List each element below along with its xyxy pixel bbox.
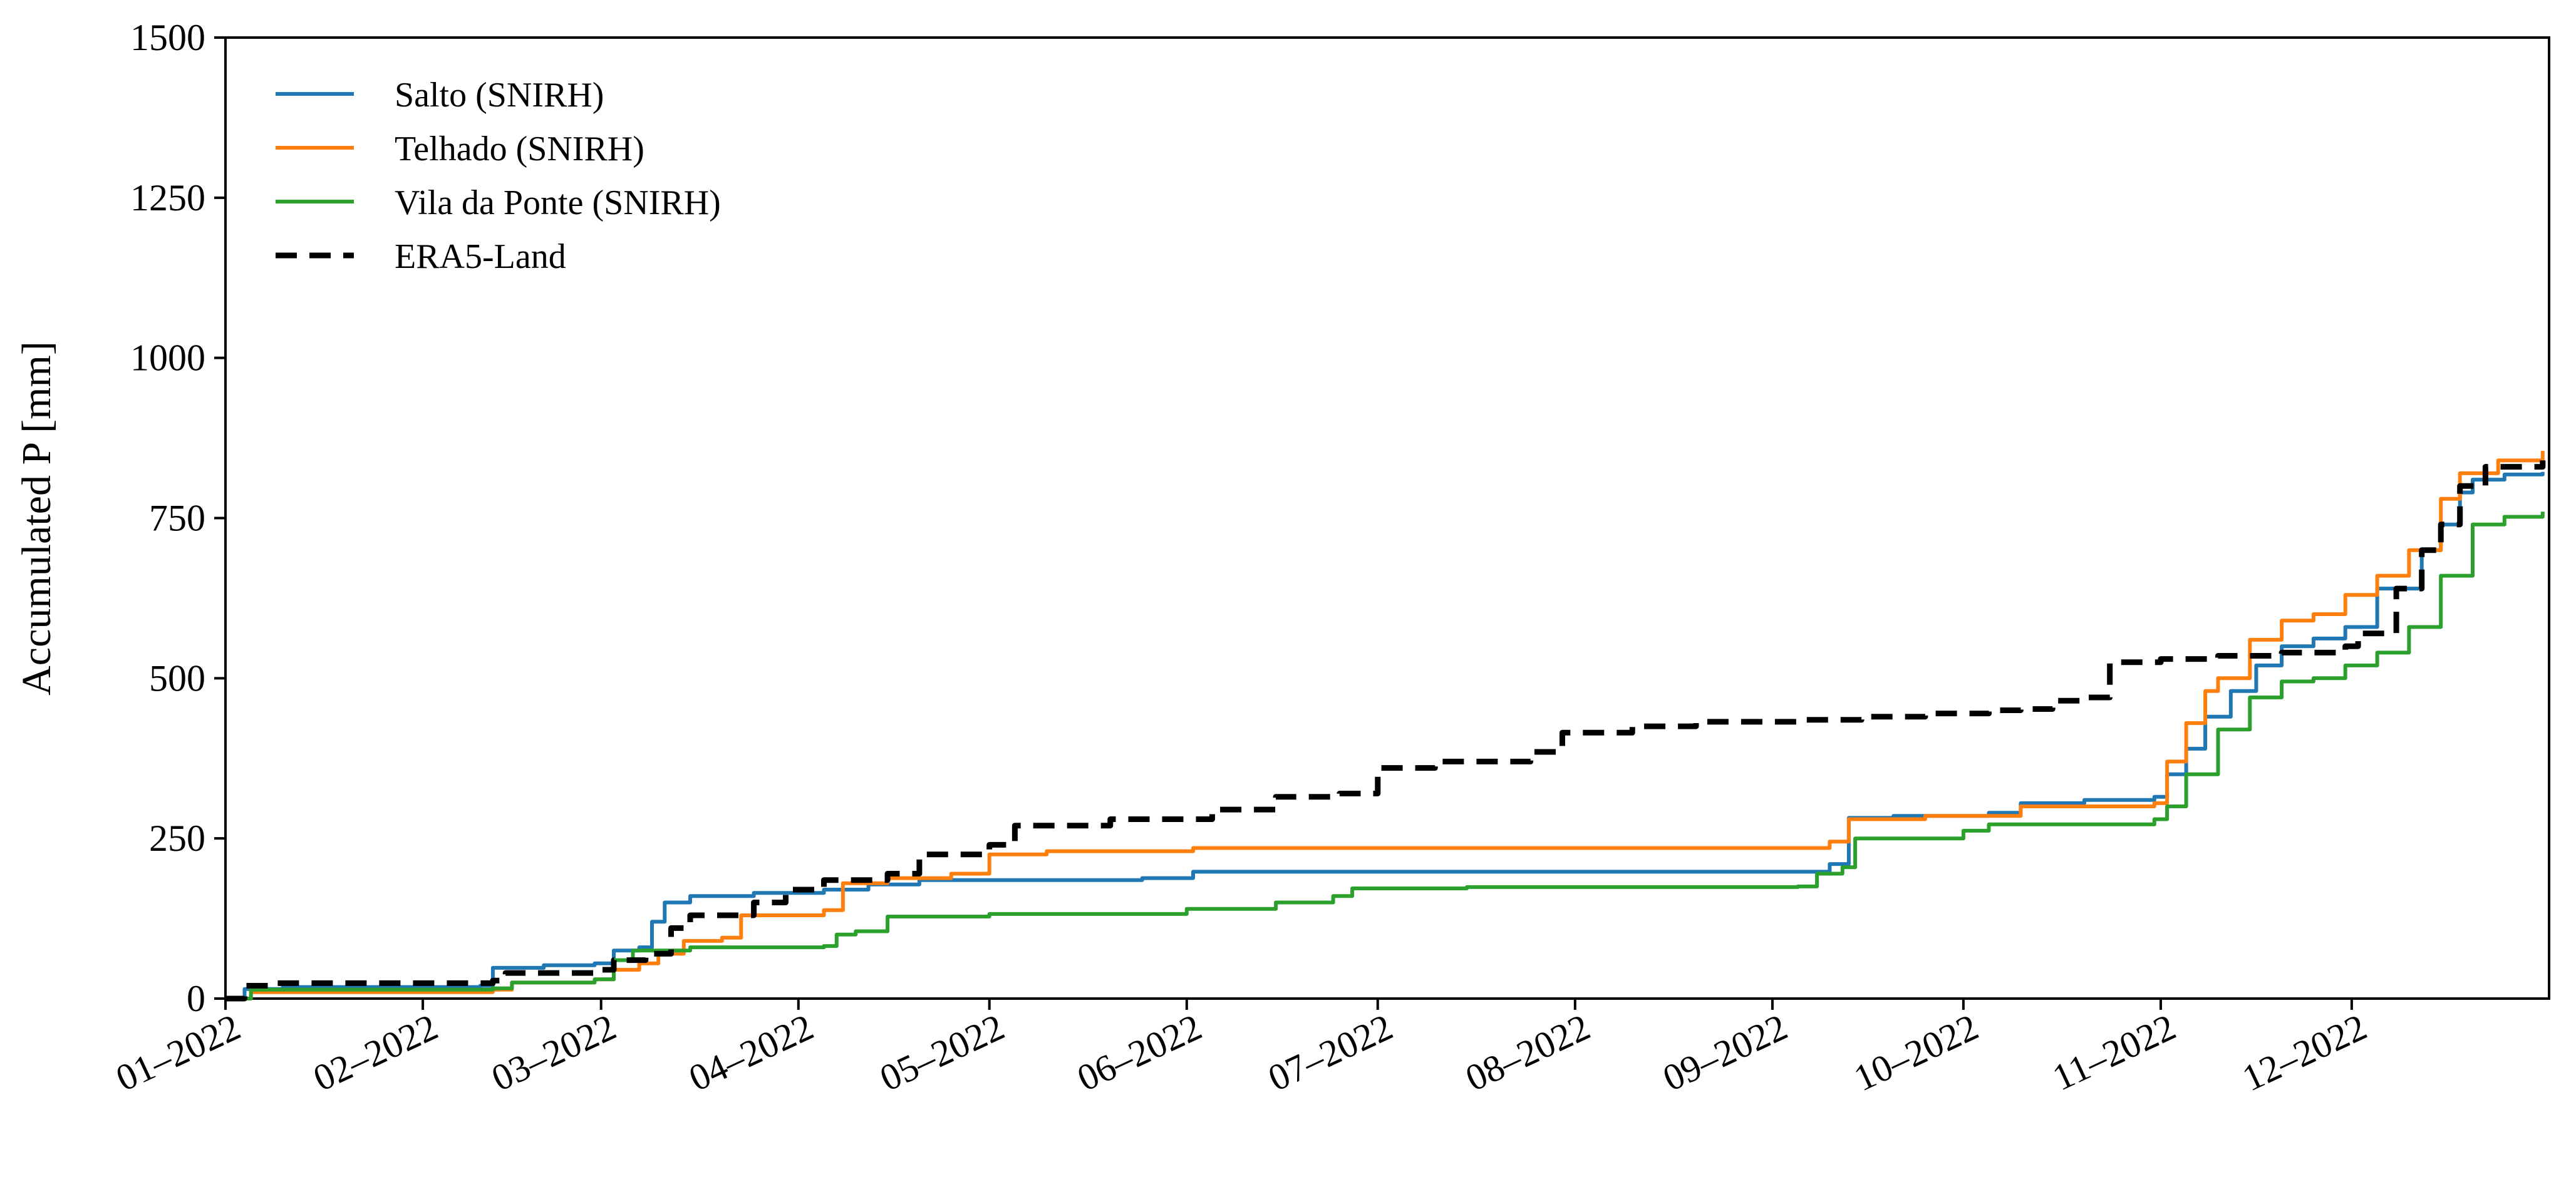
y-tick-label: 1000 [130,337,205,379]
x-tick-label: 01–2022 [110,1006,246,1099]
legend-label: Salto (SNIRH) [395,76,604,115]
x-tick-label: 08–2022 [1459,1006,1596,1099]
y-tick-label: 250 [149,818,205,859]
series-line-era5-land [225,460,2546,1002]
x-tick-label: 09–2022 [1657,1006,1793,1099]
legend-label: Telhado (SNIRH) [395,130,644,168]
legend-label: Vila da Ponte (SNIRH) [395,183,721,222]
x-tick-label: 12–2022 [2236,1006,2372,1099]
y-tick-label: 750 [149,498,205,539]
x-tick-label: 11–2022 [2046,1006,2181,1099]
y-axis-label: Accumulated P [mm] [14,341,59,696]
x-tick-label: 04–2022 [683,1006,819,1099]
series-line-telhado-snirh [225,451,2545,1000]
y-axis: 0 250 500 750 1000 1250 1500 [130,17,225,1019]
x-tick-label: 10–2022 [1848,1006,1984,1099]
series-line-salto-snirh [225,471,2545,1000]
x-axis: 01–2022 02–2022 03–2022 04–2022 05–2022 06–20… [110,999,2372,1099]
x-tick-label: 05–2022 [874,1006,1010,1099]
y-tick-label: 0 [187,978,205,1019]
legend: Salto (SNIRH) Telhado (SNIRH) Vila da Pont… [276,76,721,276]
series-layer [225,451,2546,1002]
x-tick-label: 03–2022 [485,1006,622,1099]
legend-label: ERA5-Land [395,237,566,276]
y-tick-label: 500 [149,657,205,699]
x-tick-label: 07–2022 [1262,1006,1399,1099]
y-tick-label: 1500 [130,17,205,58]
x-tick-label: 06–2022 [1071,1006,1208,1099]
plot-area-frame [224,36,2550,1000]
x-tick-label: 02–2022 [307,1006,443,1099]
y-tick-label: 1250 [130,177,205,218]
series-line-vila-da-ponte-snirh [225,511,2545,1000]
